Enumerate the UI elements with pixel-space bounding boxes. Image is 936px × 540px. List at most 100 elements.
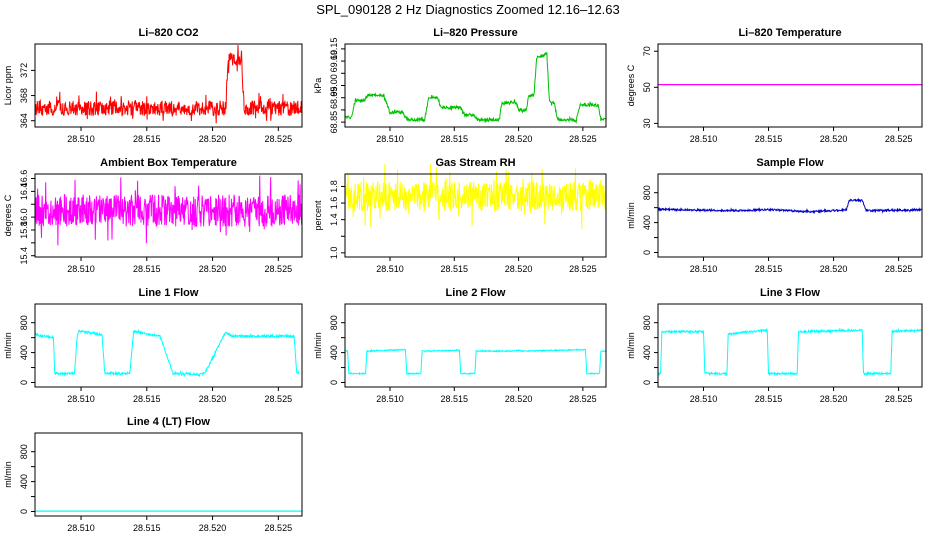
x-tick-label: 28.510 [67, 264, 95, 274]
plot-frame [344, 303, 607, 388]
x-tick-label: 28.525 [885, 264, 913, 274]
plot-frame [657, 303, 923, 388]
y-tick-label: 30 [642, 118, 652, 128]
x-tick-label: 28.525 [569, 134, 597, 144]
y-tick-label: 1.4 [329, 213, 339, 226]
y-tick-label: 16.0 [19, 208, 29, 226]
y-tick-label: 800 [329, 315, 339, 330]
y-tick-label: 15.8 [19, 221, 29, 239]
x-tick-label: 28.520 [199, 523, 227, 533]
plot-frame [344, 43, 607, 128]
panel-9: Line 3 Flow ml/min 28.510 28.515 28.520 28.52… [626, 287, 923, 404]
y-axis-label: ml/min [313, 332, 323, 359]
x-tick-label: 28.510 [690, 134, 718, 144]
y-axis-label: Licor ppm [3, 66, 13, 106]
y-tick-label: 0 [19, 380, 29, 385]
panel-5: Gas Stream RH percent 28.510 28.515 28.520 28… [313, 157, 607, 274]
x-tick-label: 28.525 [569, 394, 597, 404]
y-tick-label: 15.4 [19, 247, 29, 265]
x-tick-label: 28.510 [690, 264, 718, 274]
series-line [34, 328, 300, 378]
plot-frame [344, 173, 607, 258]
series-line [344, 51, 607, 125]
x-tick-label: 28.515 [441, 394, 469, 404]
series-line [657, 197, 923, 215]
y-tick-label: 400 [642, 345, 652, 360]
panel-4: Ambient Box Temperature degrees C 28.510 28… [3, 157, 303, 274]
x-tick-label: 28.515 [133, 523, 161, 533]
x-tick-label: 28.510 [376, 394, 404, 404]
y-tick-label: 69.10 [329, 50, 339, 73]
y-axis-label: percent [313, 200, 323, 231]
y-tick-label: 16.4 [19, 183, 29, 201]
y-tick-label: 800 [642, 315, 652, 330]
y-axis-label: ml/min [3, 332, 13, 359]
y-tick-label: 70 [642, 46, 652, 56]
plot-frame [34, 303, 303, 388]
y-tick-label: 364 [19, 113, 29, 128]
y-axis-label: degrees C [3, 194, 13, 236]
y-axis-label: ml/min [626, 332, 636, 359]
x-tick-label: 28.515 [755, 134, 783, 144]
y-tick-label: 0 [329, 380, 339, 385]
y-tick-label: 68.95 [329, 86, 339, 109]
y-tick-label: 50 [642, 82, 652, 92]
x-tick-label: 28.525 [265, 264, 293, 274]
panel-title: Ambient Box Temperature [100, 157, 237, 169]
figure-title: SPL_090128 2 Hz Diagnostics Zoomed 12.16… [316, 2, 620, 17]
x-tick-label: 28.520 [505, 264, 533, 274]
plot-frame [34, 432, 303, 517]
panel-10: Line 4 (LT) Flow ml/min 28.510 28.515 28.520… [3, 416, 303, 533]
x-tick-label: 28.525 [885, 134, 913, 144]
panel-title: Line 1 Flow [139, 287, 199, 299]
series-line [34, 44, 303, 124]
x-tick-label: 28.510 [376, 134, 404, 144]
x-tick-label: 28.515 [133, 264, 161, 274]
x-tick-label: 28.515 [441, 134, 469, 144]
series-line [344, 347, 607, 376]
panel-8: Line 2 Flow ml/min 28.510 28.515 28.520 28.52… [313, 287, 607, 404]
y-tick-label: 400 [329, 345, 339, 360]
x-tick-label: 28.525 [569, 264, 597, 274]
x-tick-label: 28.520 [199, 264, 227, 274]
plot-frame [34, 173, 303, 258]
x-tick-label: 28.510 [67, 523, 95, 533]
panel-7: Line 1 Flow ml/min 28.510 28.515 28.520 28.52… [3, 287, 303, 404]
x-tick-label: 28.520 [820, 134, 848, 144]
y-tick-label: 68.85 [329, 111, 339, 134]
series-line [657, 327, 923, 377]
y-tick-label: 0 [19, 509, 29, 514]
y-tick-label: 800 [19, 315, 29, 330]
panel-6: Sample Flow ml/min 28.510 28.515 28.520 28.52… [626, 157, 923, 274]
x-tick-label: 28.515 [755, 394, 783, 404]
x-tick-label: 28.510 [67, 394, 95, 404]
x-tick-label: 28.510 [690, 394, 718, 404]
plot-frame [34, 43, 303, 128]
y-tick-label: 0 [642, 250, 652, 255]
x-tick-label: 28.510 [376, 264, 404, 274]
y-tick-label: 372 [19, 63, 29, 78]
panel-title: Line 2 Flow [446, 287, 506, 299]
y-tick-label: 400 [642, 215, 652, 230]
y-tick-label: 69.15 [329, 38, 339, 61]
x-tick-label: 28.520 [505, 394, 533, 404]
x-tick-label: 28.525 [265, 134, 293, 144]
y-tick-label: 368 [19, 88, 29, 103]
panel-title: Gas Stream RH [435, 157, 515, 169]
x-tick-label: 28.520 [199, 394, 227, 404]
panel-2: Li–820 Pressure kPa 28.510 28.515 28.520 28.5… [313, 27, 607, 144]
panel-title: Line 3 Flow [760, 287, 820, 299]
x-tick-label: 28.525 [265, 523, 293, 533]
x-tick-label: 28.525 [265, 394, 293, 404]
panel-1: Li–820 CO2 Licor ppm 28.510 28.515 28.520 28.… [3, 27, 303, 144]
panel-3: Li–820 Temperature degrees C 28.510 28.515 2… [626, 27, 923, 144]
panel-title: Li–820 CO2 [139, 27, 199, 39]
y-tick-label: 800 [19, 444, 29, 459]
y-tick-label: 1.0 [329, 247, 339, 260]
x-tick-label: 28.515 [441, 264, 469, 274]
panel-title: Li–820 Pressure [433, 27, 517, 39]
panel-title: Line 4 (LT) Flow [127, 416, 210, 428]
plot-frame [657, 43, 923, 128]
series-line [344, 163, 607, 229]
